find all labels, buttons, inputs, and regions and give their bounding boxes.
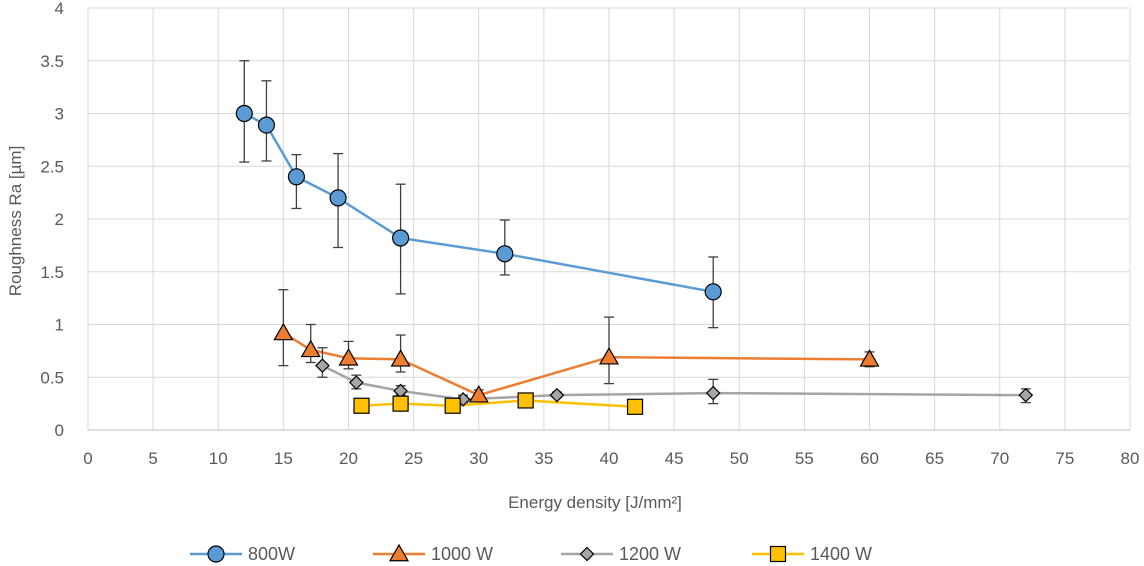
data-point-800w-6 [704, 283, 722, 301]
x-tick-label-7: 35 [534, 449, 553, 468]
legend-marker [207, 545, 225, 563]
data-point-1200w-1 [348, 375, 364, 390]
legend-item-1200w: 1200 W [561, 544, 681, 564]
legend-marker [579, 546, 595, 562]
error-bars [239, 60, 1031, 405]
x-tick-label-0: 0 [83, 449, 92, 468]
data-point-1400w-0 [353, 397, 370, 414]
data-point-1200w-4 [549, 387, 565, 403]
data-point-1400w-1 [392, 395, 409, 412]
markers [235, 104, 1034, 415]
y-tick-label-2: 1 [55, 316, 64, 335]
x-tick-label-3: 15 [274, 449, 293, 468]
data-point-1400w-4 [626, 398, 644, 415]
y-tick-label-5: 2.5 [40, 157, 64, 176]
data-point-800w-2 [287, 168, 305, 186]
x-tick-label-16: 80 [1121, 449, 1140, 468]
data-point-1000w-6 [859, 349, 880, 367]
data-point-1200w-0 [315, 358, 330, 373]
x-axis-title: Energy density [J/mm²] [508, 493, 682, 512]
y-tick-label-0: 0 [55, 421, 64, 440]
data-point-1400w-2 [444, 397, 461, 414]
data-point-1000w-2 [338, 348, 359, 366]
data-point-1000w-3 [390, 349, 411, 367]
x-tick-label-15: 75 [1055, 449, 1074, 468]
y-tick-label-1: 0.5 [40, 368, 64, 387]
x-tick-label-11: 55 [795, 449, 814, 468]
data-point-800w-4 [392, 229, 410, 247]
x-tick-label-13: 65 [925, 449, 944, 468]
data-point-1000w-0 [273, 322, 294, 341]
legend: 800W 1000 W 1200 W 1400 W [190, 543, 872, 564]
tick-labels: 0 5 10 15 20 25 30 35 40 45 50 55 60 65 70 75 80 0 0.5 1 1.5… [40, 0, 1139, 468]
x-tick-label-10: 50 [730, 449, 749, 468]
legend-item-1000w: 1000 W [373, 543, 493, 564]
y-tick-label-4: 2 [55, 210, 64, 229]
legend-item-1400w: 1400 W [752, 544, 872, 564]
legend-marker [769, 545, 787, 563]
y-tick-label-6: 3 [55, 105, 64, 124]
data-point-800w-0 [235, 104, 253, 123]
y-tick-label-7: 3.5 [40, 52, 64, 71]
data-point-1000w-4 [468, 384, 489, 403]
data-point-1200w-6 [1018, 387, 1034, 403]
y-axis-title: Roughness Ra [µm] [6, 146, 25, 297]
x-tick-label-4: 20 [339, 449, 358, 468]
y-tick-label-3: 1.5 [40, 263, 64, 282]
x-tick-label-5: 25 [404, 449, 423, 468]
legend-label: 1000 W [431, 544, 493, 564]
data-point-1400w-3 [517, 392, 534, 409]
legend-marker [388, 543, 410, 562]
x-tick-label-14: 70 [990, 449, 1009, 468]
data-point-1000w-5 [598, 346, 620, 365]
x-tick-label-1: 5 [148, 449, 157, 468]
legend-item-800w: 800W [190, 544, 295, 564]
x-tick-label-12: 60 [860, 449, 879, 468]
series-lines [243, 112, 1026, 409]
data-point-800w-1 [257, 116, 276, 134]
data-point-800w-3 [329, 189, 347, 207]
x-tick-label-6: 30 [469, 449, 488, 468]
x-tick-label-8: 40 [600, 449, 619, 468]
data-point-1000w-1 [300, 339, 321, 358]
data-point-1200w-5 [705, 385, 721, 401]
data-point-800w-5 [496, 245, 514, 263]
legend-label: 800W [248, 544, 295, 564]
x-tick-label-2: 10 [209, 449, 228, 468]
x-tick-label-9: 45 [665, 449, 684, 468]
y-tick-label-8: 4 [55, 0, 64, 18]
legend-label: 1400 W [810, 544, 872, 564]
legend-label: 1200 W [619, 544, 681, 564]
